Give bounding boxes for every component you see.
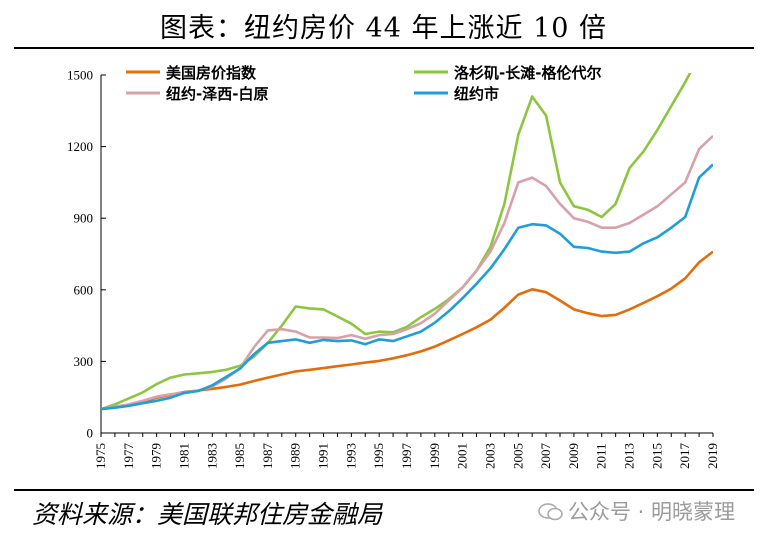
bottom-rule [14, 489, 754, 491]
chart-title: 图表：纽约房价 44 年上涨近 10 倍 [159, 13, 608, 44]
y-tick-label: 0 [87, 426, 94, 441]
series-line-2 [101, 73, 692, 411]
top-rule [14, 47, 754, 49]
x-tick-label: 1995 [371, 443, 386, 469]
y-tick-label: 1200 [67, 139, 93, 154]
legend-label-2: 洛杉矶-长滩-格伦代尔 [454, 64, 601, 82]
x-tick-label: 2005 [510, 443, 525, 469]
x-tick-label: 1975 [93, 443, 108, 469]
legend-label-3: 纽约-泽西-白原 [166, 85, 268, 103]
y-tick-label: 900 [74, 211, 94, 226]
x-tick-label: 2015 [649, 443, 664, 469]
x-tick-label: 1997 [399, 443, 414, 470]
legend-label-1: 美国房价指数 [166, 64, 257, 82]
wechat-logo-icon [538, 503, 563, 521]
x-tick-label: 1985 [232, 443, 247, 469]
series-group [101, 73, 713, 411]
x-tick-label: 1989 [288, 443, 303, 469]
watermark-text: 公众号 · 明晓蒙理 [568, 500, 736, 524]
x-tick-label: 2009 [566, 443, 581, 469]
x-tick-label: 1991 [316, 443, 331, 469]
x-tick-label: 2001 [455, 443, 470, 469]
x-tick-label: 2013 [622, 443, 637, 469]
watermark: 公众号 · 明晓蒙理 [538, 496, 735, 526]
x-tick-label: 2019 [705, 443, 720, 469]
x-tick-label: 1977 [121, 443, 136, 470]
x-tick-label: 2007 [538, 443, 553, 470]
y-tick-label: 1500 [67, 68, 93, 83]
y-tick-label: 600 [74, 282, 94, 297]
x-tick-label: 2011 [594, 443, 609, 469]
legend-label-4: 纽约市 [454, 85, 499, 103]
x-tick-label: 1979 [149, 443, 164, 469]
x-tick-label: 1981 [176, 443, 191, 469]
x-tick-label: 2003 [482, 443, 497, 469]
x-tick-label: 2017 [677, 443, 692, 470]
series-line-4 [101, 163, 713, 411]
x-tick-label: 1993 [343, 443, 358, 469]
x-tick-label: 1983 [204, 443, 219, 469]
source-note: 资料来源：美国联邦住房金融局 [32, 500, 383, 529]
x-tick-label: 1987 [260, 443, 275, 470]
series-line-3 [101, 134, 713, 411]
y-tick-label: 300 [74, 354, 94, 369]
x-tick-label: 1999 [427, 443, 442, 469]
